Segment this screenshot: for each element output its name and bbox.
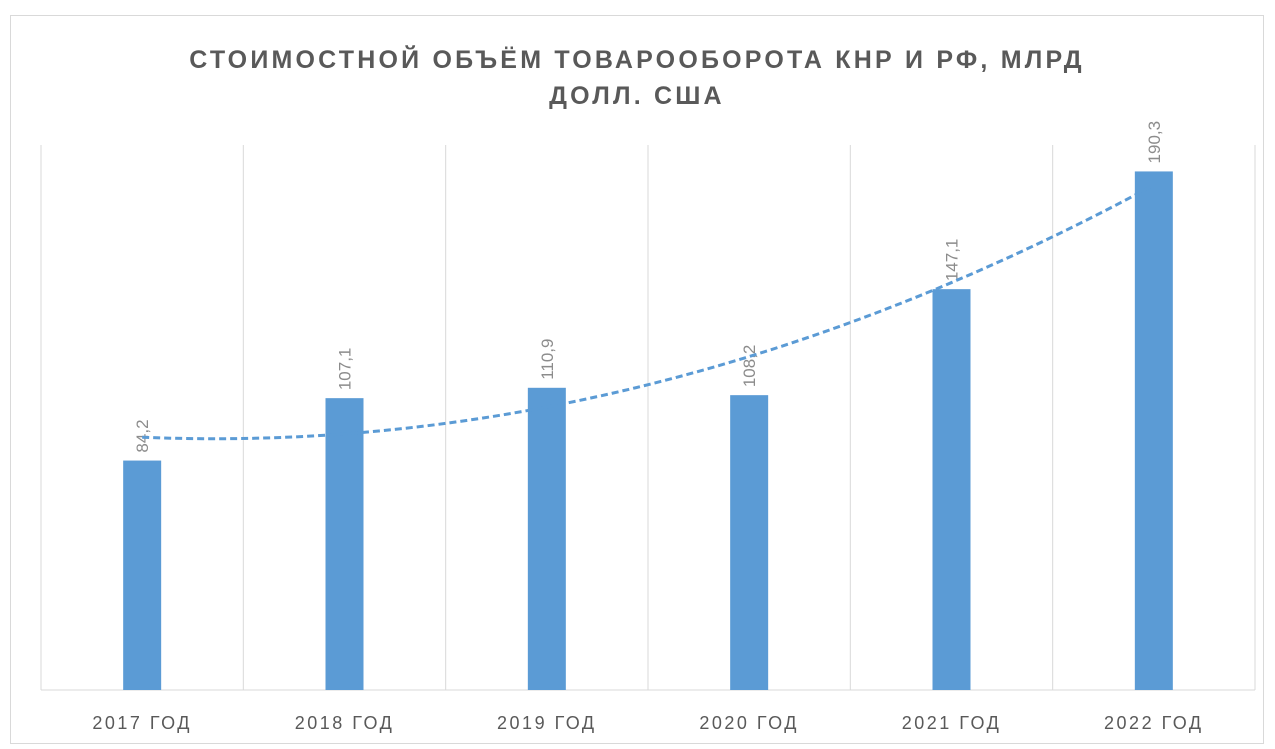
bar	[932, 289, 971, 690]
data-label: 108,2	[740, 345, 759, 388]
data-label: 107,1	[336, 348, 355, 391]
data-label: 110,9	[538, 339, 557, 380]
bar	[325, 398, 364, 690]
x-tick-label: 2021 ГОД	[902, 713, 1002, 733]
x-tick-label: 2020 ГОД	[699, 713, 799, 733]
data-label: 147,1	[943, 239, 962, 282]
bar	[730, 395, 769, 690]
trendline	[142, 183, 1155, 441]
bar	[123, 460, 162, 690]
bar	[527, 387, 566, 690]
x-tick-label: 2019 ГОД	[497, 713, 597, 733]
bar	[1134, 171, 1173, 690]
data-label: 190,3	[1145, 121, 1164, 164]
x-tick-label: 2017 ГОД	[92, 713, 192, 733]
x-tick-label: 2018 ГОД	[295, 713, 395, 733]
x-tick-label: 2022 ГОД	[1104, 713, 1204, 733]
chart-title: СТОИМОСТНОЙ ОБЪЁМ ТОВАРООБОРОТА КНР И РФ…	[189, 46, 1085, 110]
chart-frame	[10, 15, 1264, 744]
